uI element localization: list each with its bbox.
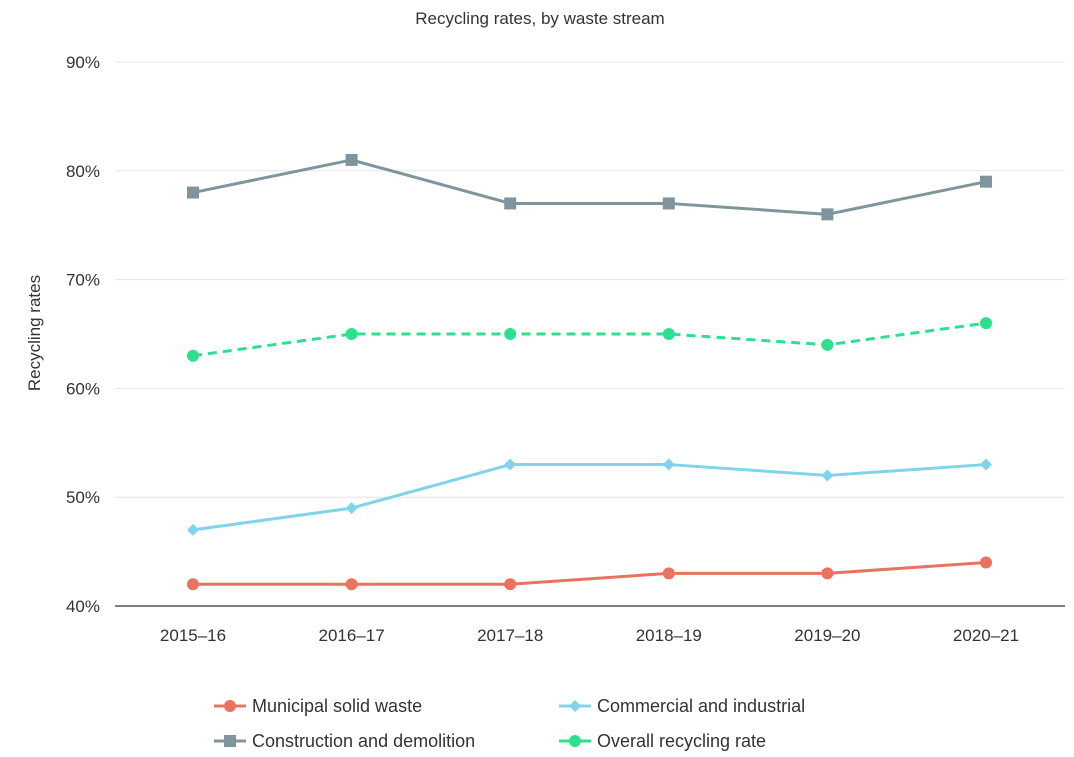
data-point (980, 458, 992, 471)
data-point (980, 556, 992, 569)
y-tick-label: 70% (66, 271, 100, 290)
data-point (821, 567, 834, 580)
series-line (192, 321, 987, 358)
x-tick-label: 2019–20 (794, 626, 860, 645)
data-point (345, 578, 358, 591)
data-point (662, 567, 675, 580)
data-point (187, 578, 199, 591)
y-tick-label: 80% (66, 162, 100, 181)
x-tick-label: 2015–16 (160, 626, 226, 645)
legend: Municipal solid waste Commercial and indu… (214, 696, 805, 751)
legend-swatch-marker (569, 735, 581, 747)
data-point (504, 197, 517, 210)
data-point (662, 458, 675, 471)
legend-swatch-marker (569, 700, 581, 712)
data-point (345, 153, 358, 166)
legend-swatch-marker (224, 700, 236, 712)
y-tick-label: 40% (66, 597, 100, 616)
series (187, 317, 992, 362)
legend-label: Commercial and industrial (597, 696, 805, 716)
data-point (345, 502, 358, 515)
legend-item: Municipal solid waste (214, 696, 422, 716)
data-point (345, 328, 358, 340)
data-point (980, 317, 992, 330)
data-point (504, 458, 517, 471)
legend-item: Commercial and industrial (559, 696, 805, 716)
data-point (187, 349, 199, 362)
y-tick-label: 50% (66, 488, 100, 507)
legend-label: Construction and demolition (252, 731, 475, 751)
y-tick-label: 60% (66, 379, 100, 398)
data-point (662, 197, 675, 210)
x-tick-label: 2016–17 (319, 626, 385, 645)
data-point (821, 338, 834, 351)
x-axis-ticks: 2015–16 2016–17 2017–18 2018–19 2019–20 2020–… (160, 626, 1019, 645)
data-point (187, 186, 199, 199)
chart-title: Recycling rates, by waste stream (415, 9, 664, 28)
x-tick-label: 2020–21 (953, 626, 1019, 645)
series-group (187, 153, 992, 591)
data-point (821, 469, 834, 482)
legend-item: Overall recycling rate (559, 731, 766, 751)
series (187, 556, 992, 591)
data-point (187, 523, 199, 536)
data-point (504, 328, 517, 340)
data-point (662, 328, 675, 340)
legend-label: Municipal solid waste (252, 696, 422, 716)
gridlines (115, 61, 1065, 607)
y-axis-label: Recycling rates (25, 275, 44, 391)
y-axis-ticks: 40% 50% 60% 70% 80% 90% (66, 53, 100, 616)
series-line (193, 560, 987, 586)
y-tick-label: 90% (66, 53, 100, 72)
data-point (821, 208, 834, 221)
series-line (192, 158, 987, 216)
x-tick-label: 2018–19 (636, 626, 702, 645)
series-line (192, 463, 987, 532)
legend-item: Construction and demolition (214, 731, 475, 751)
data-point (980, 175, 992, 188)
series (187, 458, 992, 536)
series (187, 153, 992, 221)
legend-label: Overall recycling rate (597, 731, 766, 751)
data-point (504, 578, 517, 591)
legend-swatch-marker (224, 735, 236, 747)
x-tick-label: 2017–18 (477, 626, 543, 645)
